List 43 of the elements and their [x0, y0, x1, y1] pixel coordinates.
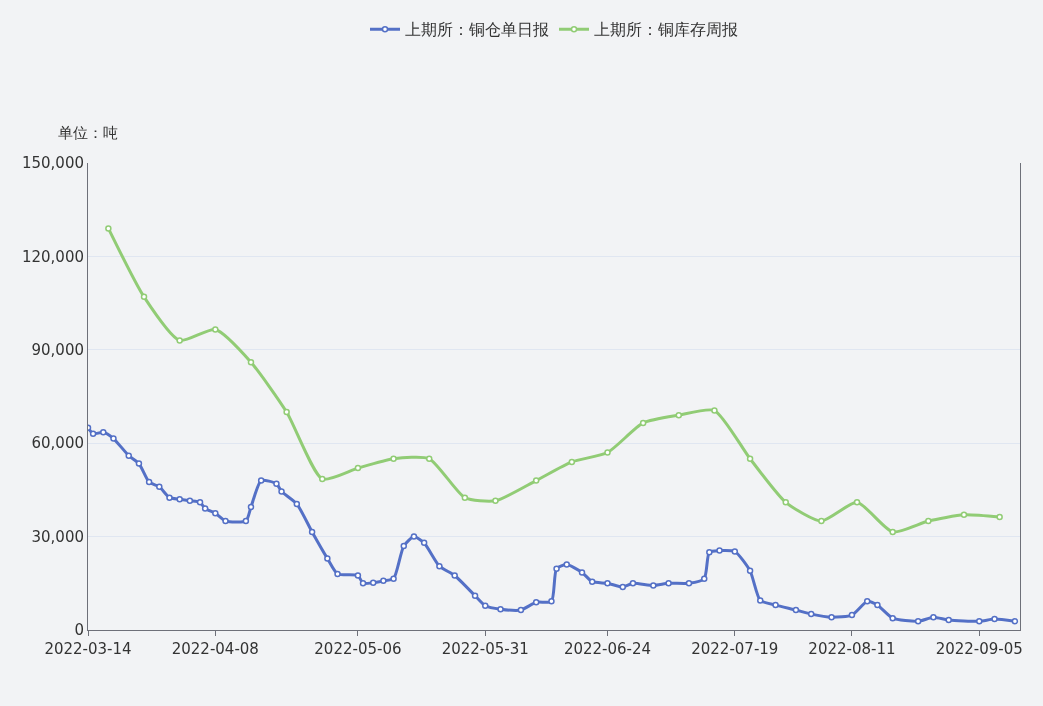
legend-label: 上期所：铜仓单日报	[405, 20, 549, 40]
x-tick-label: 2022-05-31	[441, 640, 529, 658]
y-tick-label: 150,000	[21, 154, 84, 173]
point	[461, 494, 469, 501]
point	[140, 293, 148, 301]
x-tick-label: 2022-04-08	[171, 640, 259, 658]
point	[675, 411, 683, 419]
point	[782, 499, 789, 506]
point	[639, 419, 647, 427]
x-tick-label: 2022-06-24	[563, 640, 652, 658]
y-tick-label: 90,000	[31, 341, 84, 360]
y-axis-title: 单位：吨	[58, 124, 118, 142]
point	[247, 359, 255, 366]
point	[604, 449, 611, 456]
point	[212, 326, 219, 333]
point	[492, 497, 499, 505]
point	[711, 407, 718, 414]
legend-label: 上期所：铜库存周报	[594, 20, 738, 40]
point	[532, 477, 540, 484]
x-tick-label: 2022-05-06	[314, 640, 402, 658]
point	[925, 517, 932, 525]
point	[390, 455, 397, 463]
x-tick-label: 2022-09-05	[935, 640, 1023, 658]
y-tick-label: 60,000	[31, 434, 84, 453]
y-tick-label: 120,000	[21, 247, 84, 266]
point	[354, 464, 362, 472]
point	[105, 225, 112, 232]
y-tick-label: 0	[74, 621, 84, 640]
point	[568, 458, 576, 466]
x-tick-label: 2022-03-14	[44, 640, 132, 658]
point	[283, 408, 290, 416]
point	[853, 499, 861, 506]
point	[996, 513, 1003, 521]
point	[818, 517, 825, 525]
y-tick-label: 30,000	[31, 527, 84, 546]
x-tick-label: 2022-08-11	[808, 640, 896, 658]
x-tick-label: 2022-07-19	[691, 640, 779, 658]
point	[746, 455, 754, 463]
point	[176, 337, 183, 344]
point	[889, 528, 896, 536]
point	[425, 455, 433, 463]
point	[960, 511, 968, 519]
point	[319, 475, 326, 483]
